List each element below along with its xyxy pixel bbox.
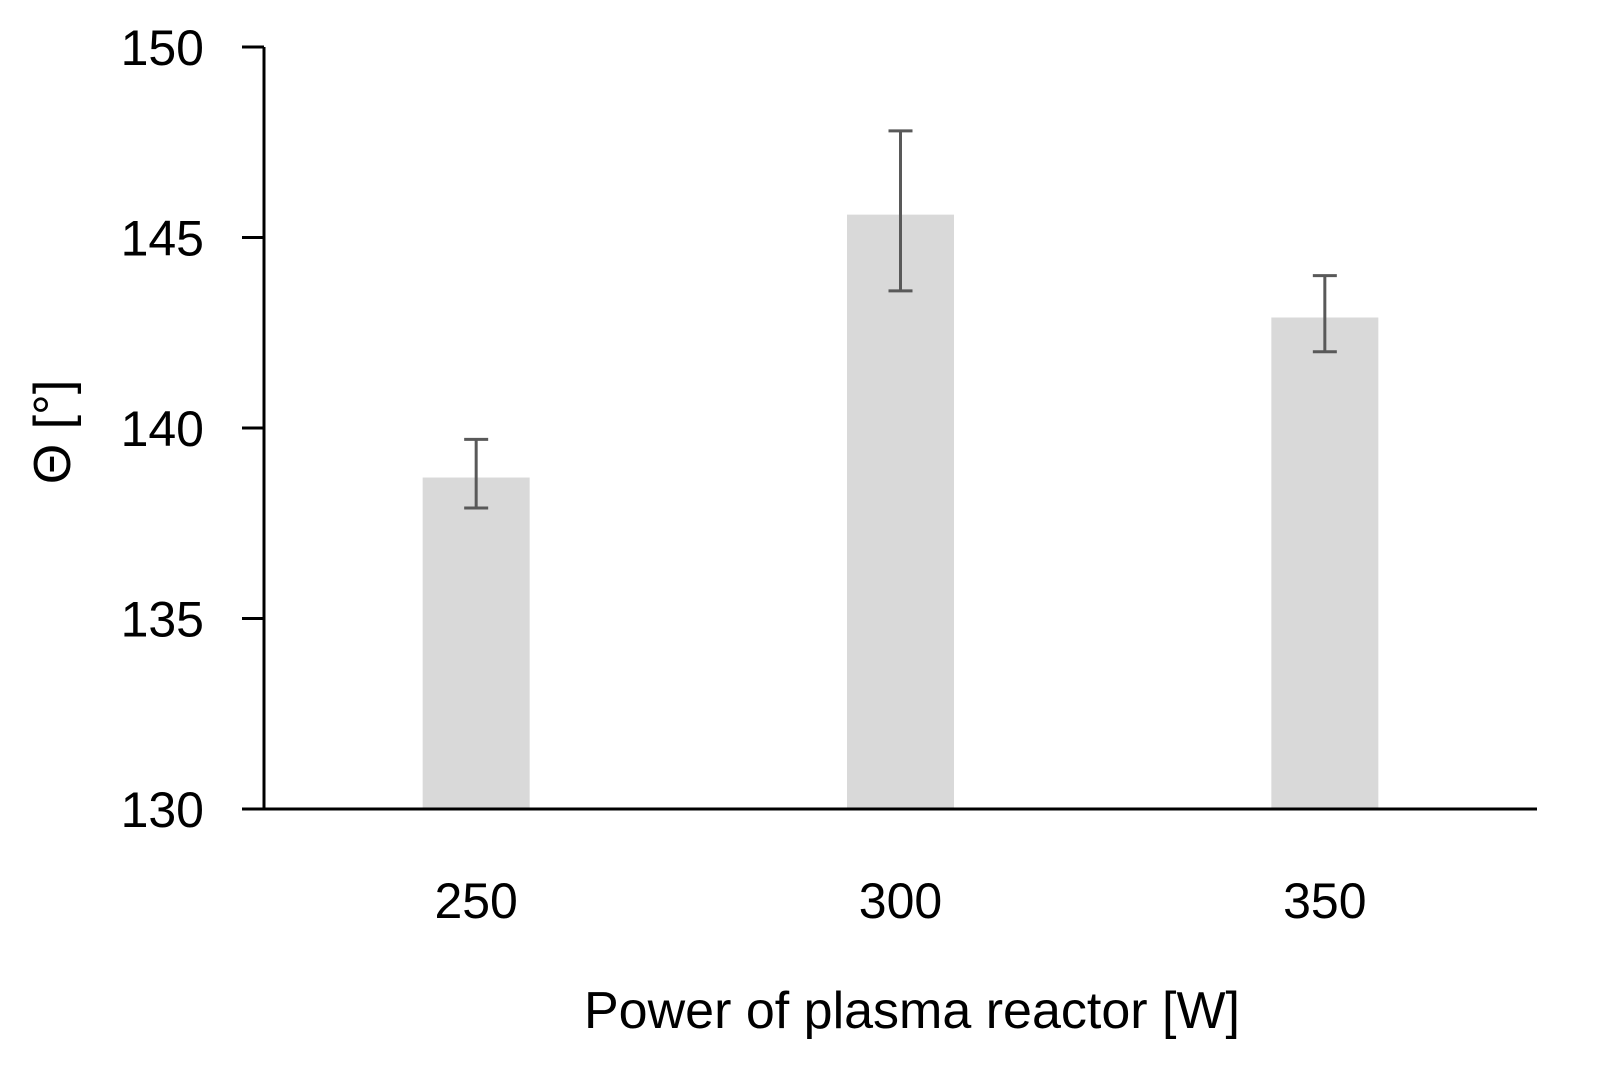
y-tick-label: 135 — [121, 592, 204, 648]
bar-300 — [847, 214, 954, 809]
x-tick-label: 350 — [1283, 873, 1366, 929]
bars-layer — [422, 214, 1379, 809]
y-tick-label: 140 — [121, 401, 204, 457]
x-axis-title: Power of plasma reactor [W] — [584, 982, 1240, 1040]
y-axis-title: Θ [°] — [24, 380, 82, 485]
error-bars-layer — [464, 129, 1337, 510]
x-tick-label: 300 — [859, 873, 942, 929]
y-tick-label: 150 — [121, 20, 204, 76]
x-tick-label: 250 — [434, 873, 517, 929]
x-axis-ticks: 250 300 350 — [434, 873, 1366, 929]
bar-350 — [1271, 317, 1379, 809]
bar-250 — [422, 477, 530, 809]
y-axis-ticks: 130 135 140 145 150 — [121, 20, 264, 838]
y-tick-label: 130 — [121, 782, 204, 838]
y-tick-label: 145 — [121, 211, 204, 267]
